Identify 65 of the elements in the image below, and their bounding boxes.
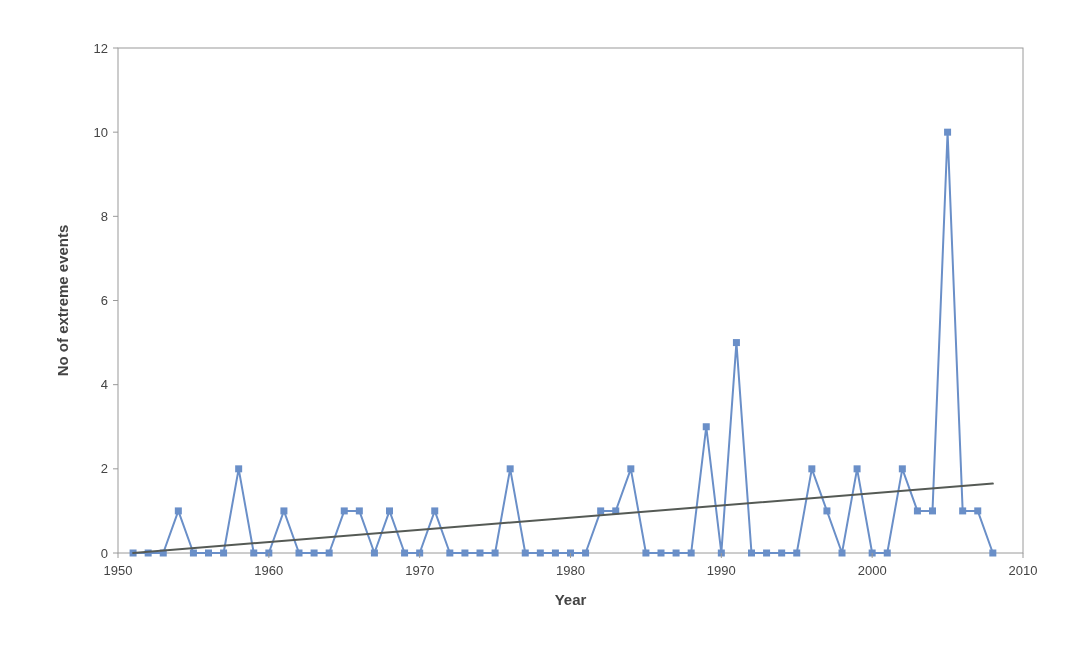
point	[597, 507, 605, 515]
point	[521, 549, 529, 557]
point	[174, 507, 182, 515]
x-tick-label: 1980	[556, 563, 585, 578]
point	[310, 549, 318, 557]
point	[205, 549, 212, 557]
point	[235, 465, 243, 473]
y-tick-label: 4	[100, 377, 108, 393]
point	[340, 507, 348, 515]
point	[672, 549, 680, 557]
point	[823, 507, 831, 515]
point	[929, 507, 936, 515]
point	[642, 549, 650, 557]
point	[446, 549, 454, 557]
point	[551, 549, 559, 557]
point	[763, 549, 771, 557]
x-tick-label: 2010	[1008, 563, 1038, 578]
point	[793, 549, 801, 557]
point	[355, 507, 363, 515]
point	[657, 549, 665, 557]
point	[401, 549, 409, 557]
point	[778, 549, 786, 557]
y-tick-label: 6	[100, 293, 108, 309]
y-tick-label: 8	[100, 208, 108, 224]
point	[506, 465, 514, 473]
point	[808, 465, 816, 473]
point	[853, 465, 861, 473]
point	[748, 549, 755, 557]
point	[687, 549, 695, 557]
x-tick-label: 2000	[857, 563, 887, 578]
point	[461, 549, 469, 557]
point	[491, 549, 499, 557]
point	[431, 507, 439, 515]
point	[370, 549, 378, 557]
point	[189, 549, 197, 557]
point	[280, 507, 288, 515]
point	[959, 507, 967, 515]
point	[883, 549, 891, 557]
point	[913, 507, 921, 515]
point	[627, 465, 635, 473]
x-tick-label: 1990	[706, 563, 736, 578]
x-axis-title: Year	[554, 591, 587, 608]
y-tick-label: 10	[93, 124, 108, 140]
x-tick-label: 1950	[103, 563, 133, 578]
y-tick-label: 12	[93, 40, 108, 56]
x-tick-label: 1960	[254, 563, 284, 578]
point	[838, 549, 846, 557]
point	[974, 507, 982, 515]
point	[476, 549, 484, 557]
point	[386, 507, 393, 515]
point	[250, 549, 258, 557]
point	[732, 339, 740, 347]
point	[325, 549, 333, 557]
point	[898, 465, 906, 473]
y-axis-title: No of extreme events	[54, 224, 71, 377]
point	[536, 549, 544, 557]
point	[944, 128, 952, 136]
point	[295, 549, 303, 557]
y-tick-label: 2	[100, 461, 108, 477]
x-tick-label: 1970	[405, 563, 435, 578]
point	[220, 549, 228, 557]
point	[582, 549, 590, 557]
y-tick-label: 0	[100, 545, 108, 561]
point	[702, 423, 710, 431]
point	[989, 549, 997, 557]
